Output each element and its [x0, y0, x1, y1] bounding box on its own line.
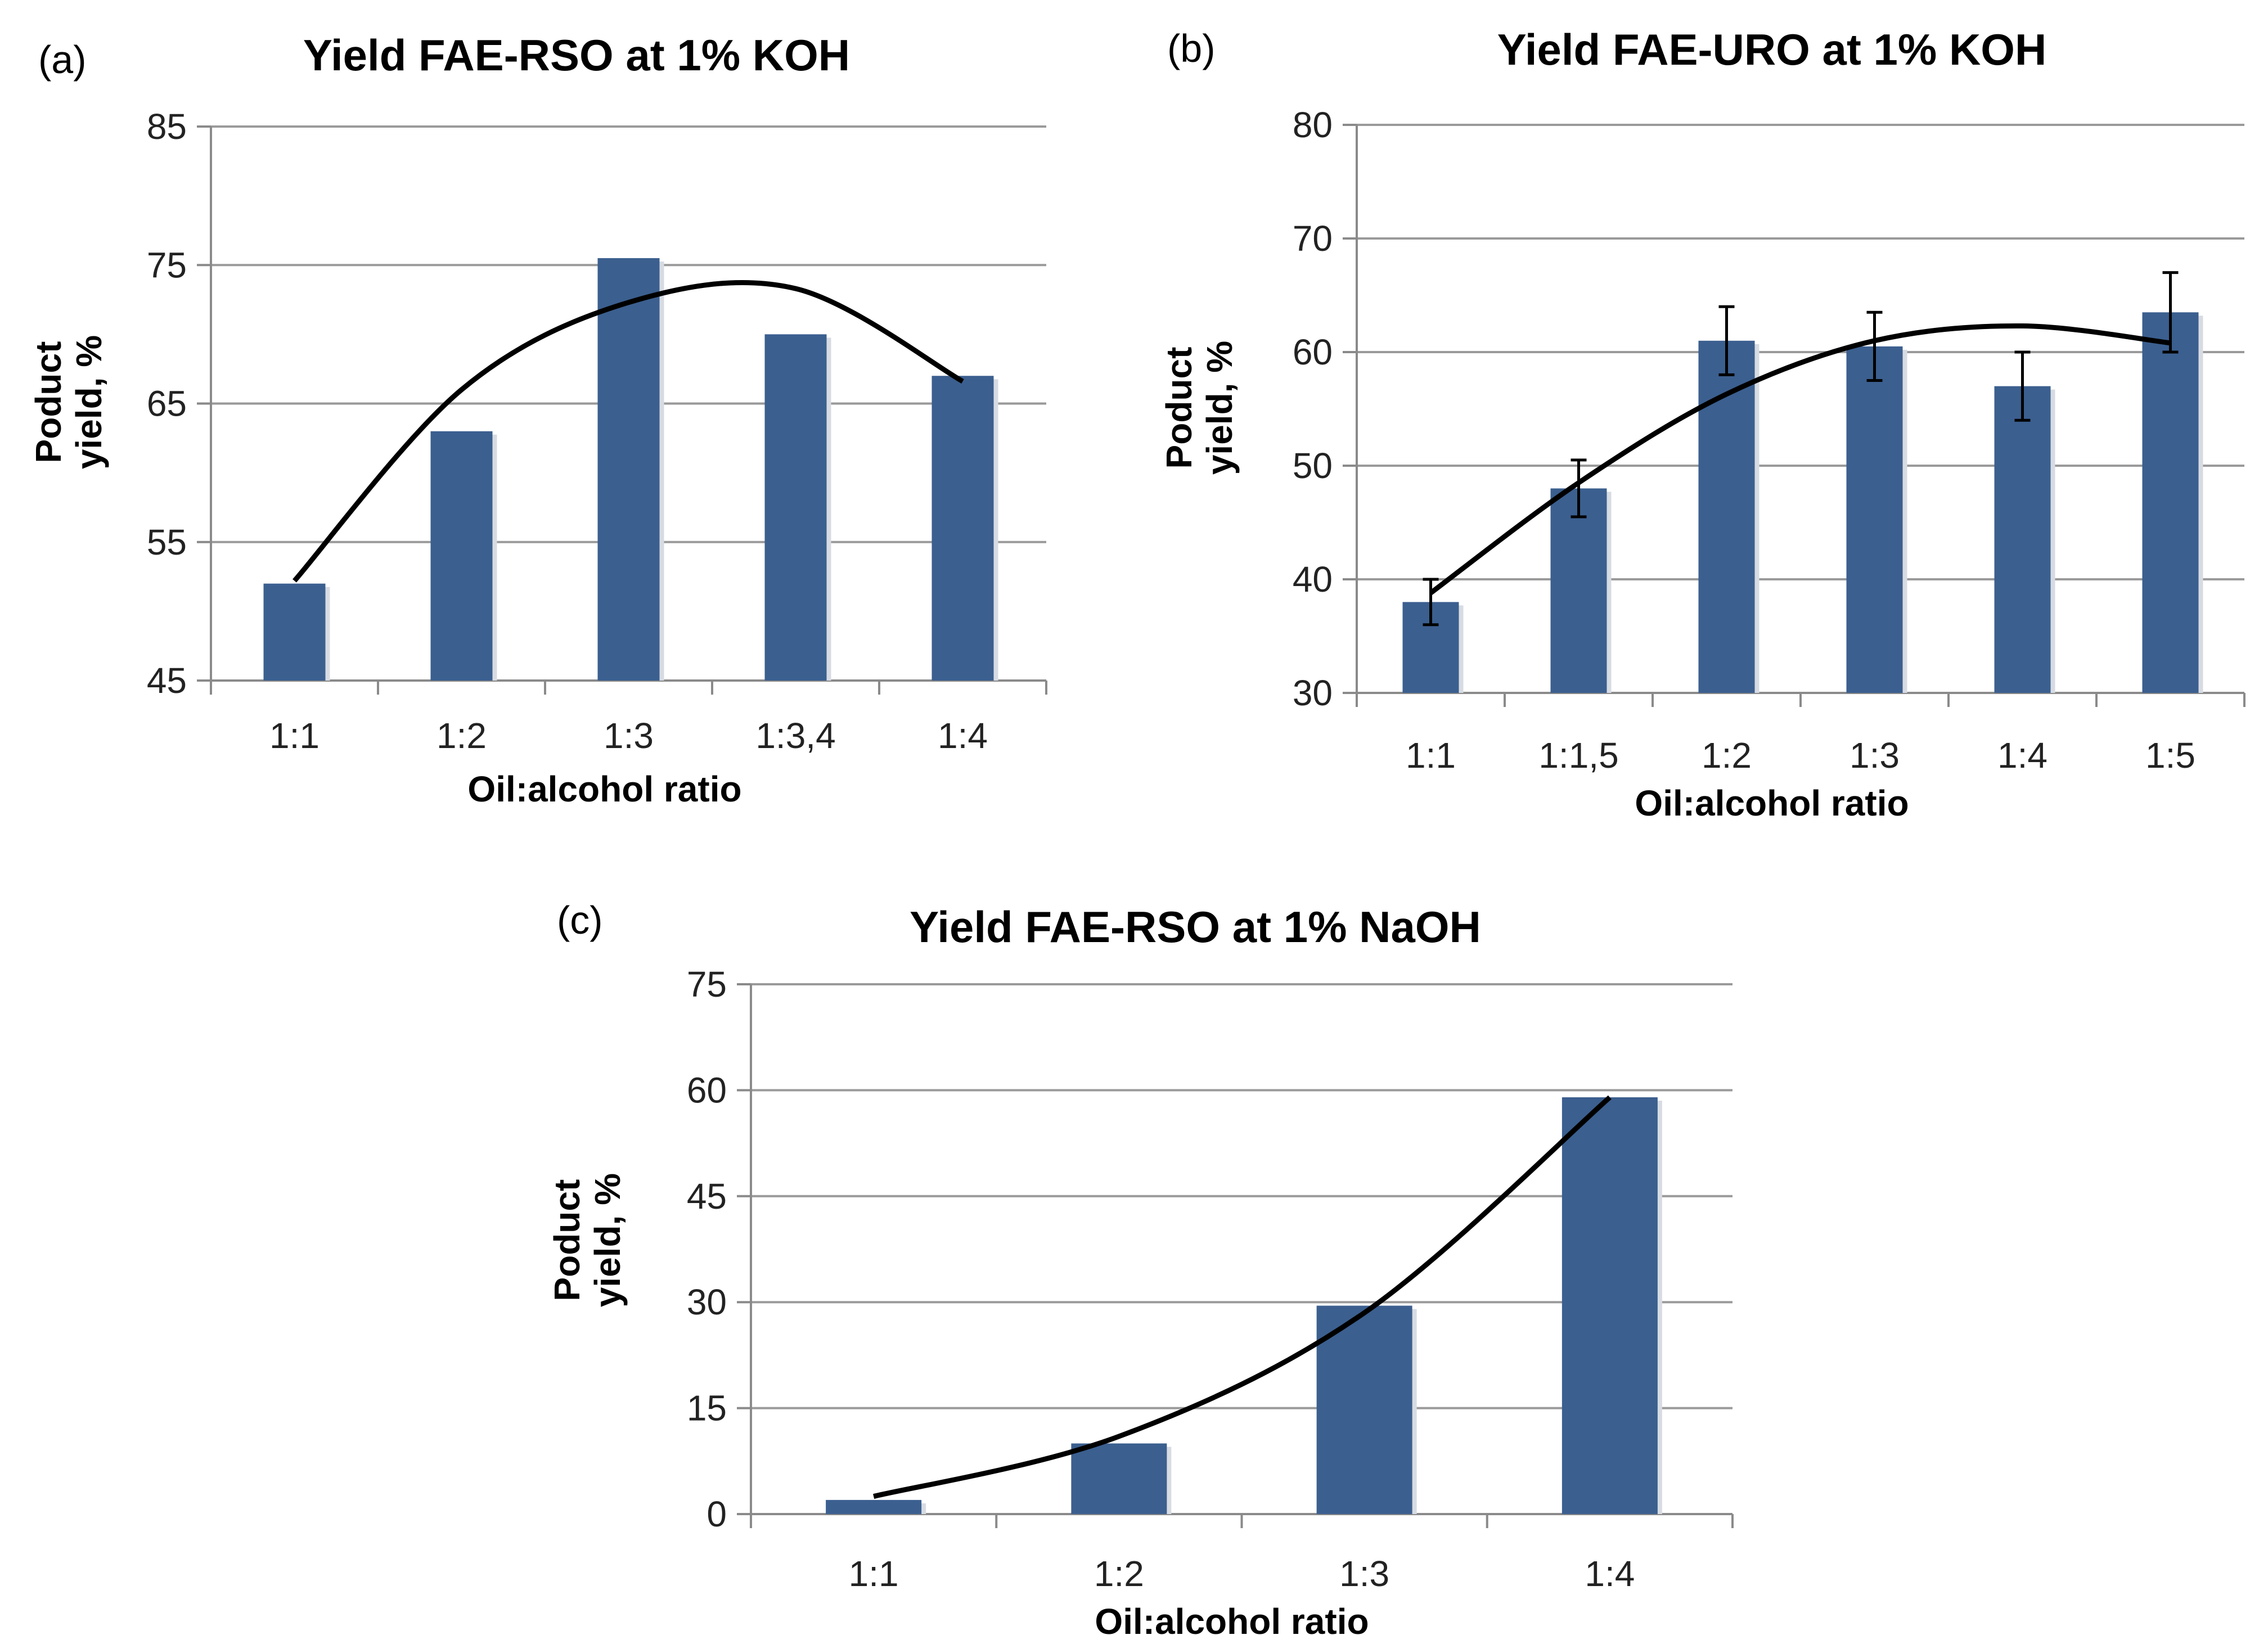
bar-a-3: [764, 334, 827, 681]
bar-b-2: [1698, 340, 1755, 693]
ytick-label-b-0: 30: [1293, 673, 1333, 713]
panel-b-title: Yield FAE-URO at 1% KOH: [1497, 25, 2047, 74]
bar-c-2: [1316, 1305, 1412, 1514]
ytick-label-a-1: 55: [147, 522, 187, 562]
xtick-label-c-3: 1:4: [1585, 1553, 1635, 1594]
xtick-label-a-1: 1:2: [436, 715, 487, 756]
xtick-label-b-5: 1:5: [2145, 735, 2195, 776]
xtick-label-a-0: 1:1: [269, 715, 320, 756]
bar-b-1: [1550, 488, 1607, 693]
ytick-label-c-1: 15: [687, 1388, 727, 1429]
xtick-label-b-0: 1:1: [1406, 735, 1456, 776]
bar-a-2: [597, 258, 660, 681]
xtick-label-c-0: 1:1: [849, 1553, 899, 1594]
panel-b-xlabel: Oil:alcohol ratio: [1635, 783, 1909, 823]
ytick-label-c-3: 45: [687, 1176, 727, 1217]
panel-c-ylabel-1: Poduct: [547, 1179, 587, 1301]
panel-c-ylabel-2: yield, %: [587, 1173, 628, 1307]
xtick-label-b-1: 1:1,5: [1538, 735, 1618, 776]
panel-a: (a) Yield FAE-RSO at 1% KOH Oil:alcohol …: [28, 30, 1047, 809]
ytick-label-c-4: 60: [687, 1070, 727, 1110]
xtick-label-a-2: 1:3: [604, 715, 654, 756]
ytick-label-c-0: 0: [706, 1494, 727, 1534]
bar-c-3: [1562, 1097, 1658, 1514]
bar-a-4: [932, 376, 994, 681]
ytick-label-c-2: 30: [687, 1282, 727, 1322]
xtick-label-c-2: 1:3: [1339, 1553, 1389, 1594]
panel-a-ylabel-2: yield, %: [69, 335, 109, 469]
bar-b-5: [2142, 312, 2199, 693]
ytick-label-a-2: 65: [147, 384, 187, 424]
xtick-label-b-2: 1:2: [1702, 735, 1752, 776]
bar-b-3: [1846, 346, 1903, 693]
xtick-label-a-3: 1:3,4: [755, 715, 835, 756]
trendline-c: [873, 1095, 1612, 1499]
bar-c-0: [826, 1499, 922, 1514]
panel-c: (c) Yield FAE-RSO at 1% NaOH Oil:alcohol…: [547, 898, 1734, 1635]
panel-a-xlabel: Oil:alcohol ratio: [467, 769, 741, 809]
bar-c-1: [1071, 1443, 1167, 1514]
xtick-label-c-1: 1:2: [1094, 1553, 1144, 1594]
panel-a-title: Yield FAE-RSO at 1% KOH: [303, 30, 850, 80]
panel-b-letter: (b): [1167, 26, 1216, 70]
ytick-label-b-5: 80: [1293, 105, 1333, 145]
panel-b-ylabel-2: yield, %: [1199, 341, 1240, 475]
ytick-label-a-3: 75: [147, 245, 187, 285]
xtick-label-b-4: 1:4: [1997, 735, 2048, 776]
panel-c-xlabel: Oil:alcohol ratio: [1095, 1601, 1369, 1635]
panel-b: (b) Yield FAE-URO at 1% KOH Oil:alcohol …: [1159, 25, 2246, 823]
ytick-label-b-3: 60: [1293, 332, 1333, 372]
ytick-label-b-2: 50: [1293, 445, 1333, 486]
panel-a-ylabel-1: Poduct: [28, 341, 69, 463]
ytick-label-a-4: 85: [147, 106, 187, 147]
ytick-label-b-4: 70: [1293, 218, 1333, 259]
panel-b-ylabel-1: Poduct: [1159, 347, 1199, 469]
panel-a-letter: (a): [38, 38, 87, 82]
bar-b-4: [1994, 386, 2051, 693]
trendline-a: [292, 280, 964, 583]
panel-c-letter: (c): [557, 898, 603, 942]
ytick-label-b-1: 40: [1293, 559, 1333, 600]
trendline-b: [1429, 323, 2171, 595]
panel-c-title: Yield FAE-RSO at 1% NaOH: [910, 902, 1481, 952]
ytick-label-a-0: 45: [147, 660, 187, 701]
bar-a-1: [430, 431, 493, 681]
ytick-label-c-5: 75: [687, 964, 727, 1005]
xtick-label-b-3: 1:3: [1850, 735, 1900, 776]
bar-a-0: [263, 583, 326, 681]
xtick-label-a-4: 1:4: [938, 715, 988, 756]
